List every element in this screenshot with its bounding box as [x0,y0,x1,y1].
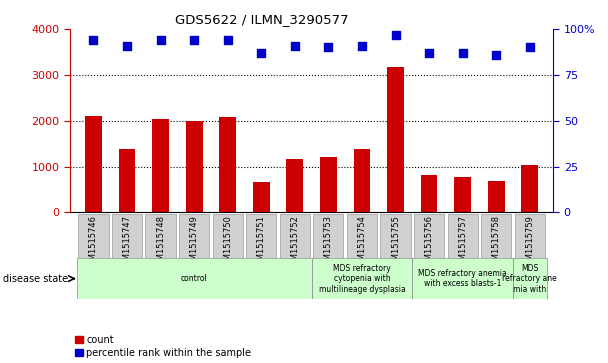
Point [323,45,333,50]
FancyBboxPatch shape [179,214,209,258]
FancyBboxPatch shape [412,258,513,299]
FancyBboxPatch shape [280,214,310,258]
FancyBboxPatch shape [213,214,243,258]
Text: control: control [181,274,207,283]
FancyBboxPatch shape [246,214,277,258]
Text: GSM1515750: GSM1515750 [223,215,232,271]
Text: GSM1515756: GSM1515756 [424,215,434,271]
Text: GSM1515749: GSM1515749 [190,215,199,271]
Text: GDS5622 / ILMN_3290577: GDS5622 / ILMN_3290577 [174,13,348,26]
FancyBboxPatch shape [447,214,478,258]
Text: GSM1515754: GSM1515754 [358,215,367,271]
FancyBboxPatch shape [78,214,108,258]
FancyBboxPatch shape [481,214,511,258]
FancyBboxPatch shape [313,214,344,258]
Point [257,50,266,56]
Bar [454,177,471,212]
Point [290,42,300,48]
Text: GSM1515759: GSM1515759 [525,215,534,271]
Text: GSM1515755: GSM1515755 [391,215,400,271]
Text: GSM1515747: GSM1515747 [122,215,131,271]
Bar [320,158,337,212]
Text: GSM1515758: GSM1515758 [492,215,501,271]
Point [156,37,165,43]
Bar [286,159,303,212]
Text: GSM1515757: GSM1515757 [458,215,467,271]
Point [357,42,367,48]
Bar [421,175,438,212]
Text: MDS refractory anemia
with excess blasts-1: MDS refractory anemia with excess blasts… [418,269,507,288]
Text: MDS
refractory ane
mia with: MDS refractory ane mia with [502,264,557,294]
FancyBboxPatch shape [414,214,444,258]
FancyBboxPatch shape [515,214,545,258]
Legend: count, percentile rank within the sample: count, percentile rank within the sample [75,335,252,358]
Point [122,42,132,48]
Point [525,45,534,50]
Bar [219,117,236,212]
Bar [119,149,136,212]
Bar [152,119,169,212]
Bar [253,182,269,212]
Bar [387,67,404,212]
Point [223,37,232,43]
Point [89,37,98,43]
Bar [488,181,505,212]
FancyBboxPatch shape [381,214,410,258]
Point [458,50,468,56]
Point [189,37,199,43]
FancyBboxPatch shape [311,258,412,299]
FancyBboxPatch shape [77,258,311,299]
Text: GSM1515748: GSM1515748 [156,215,165,271]
Point [491,52,501,58]
Point [391,32,401,37]
Bar [522,165,538,212]
Text: GSM1515746: GSM1515746 [89,215,98,271]
Text: GSM1515753: GSM1515753 [324,215,333,271]
Text: GSM1515751: GSM1515751 [257,215,266,271]
FancyBboxPatch shape [112,214,142,258]
Point [424,50,434,56]
FancyBboxPatch shape [347,214,377,258]
FancyBboxPatch shape [513,258,547,299]
Text: MDS refractory
cytopenia with
multilineage dysplasia: MDS refractory cytopenia with multilinea… [319,264,406,294]
Text: GSM1515752: GSM1515752 [290,215,299,271]
Bar [354,149,370,212]
Text: disease state: disease state [3,274,68,284]
Bar [185,121,202,212]
Bar [85,116,102,212]
FancyBboxPatch shape [145,214,176,258]
